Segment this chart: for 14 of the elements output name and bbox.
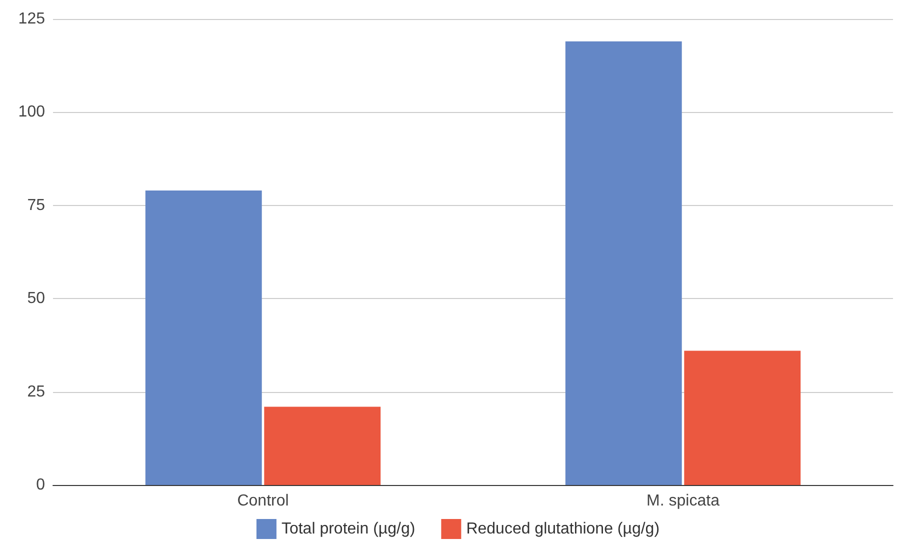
- y-tick-label: 0: [36, 476, 46, 494]
- y-tick-label: 125: [18, 10, 46, 28]
- x-tick-label: M. spicata: [646, 492, 720, 510]
- bar: [264, 406, 381, 485]
- legend-label: Total protein (µg/g): [281, 520, 416, 538]
- y-tick-label: 75: [27, 196, 46, 214]
- y-tick-label: 100: [18, 104, 46, 121]
- x-tick-label: Control: [237, 492, 289, 510]
- y-tick-label: 25: [27, 383, 46, 400]
- bar: [684, 350, 801, 485]
- legend-label: Reduced glutathione (µg/g): [466, 520, 660, 538]
- y-tick-label: 50: [27, 290, 46, 308]
- bar: [145, 190, 262, 485]
- bar: [565, 41, 682, 485]
